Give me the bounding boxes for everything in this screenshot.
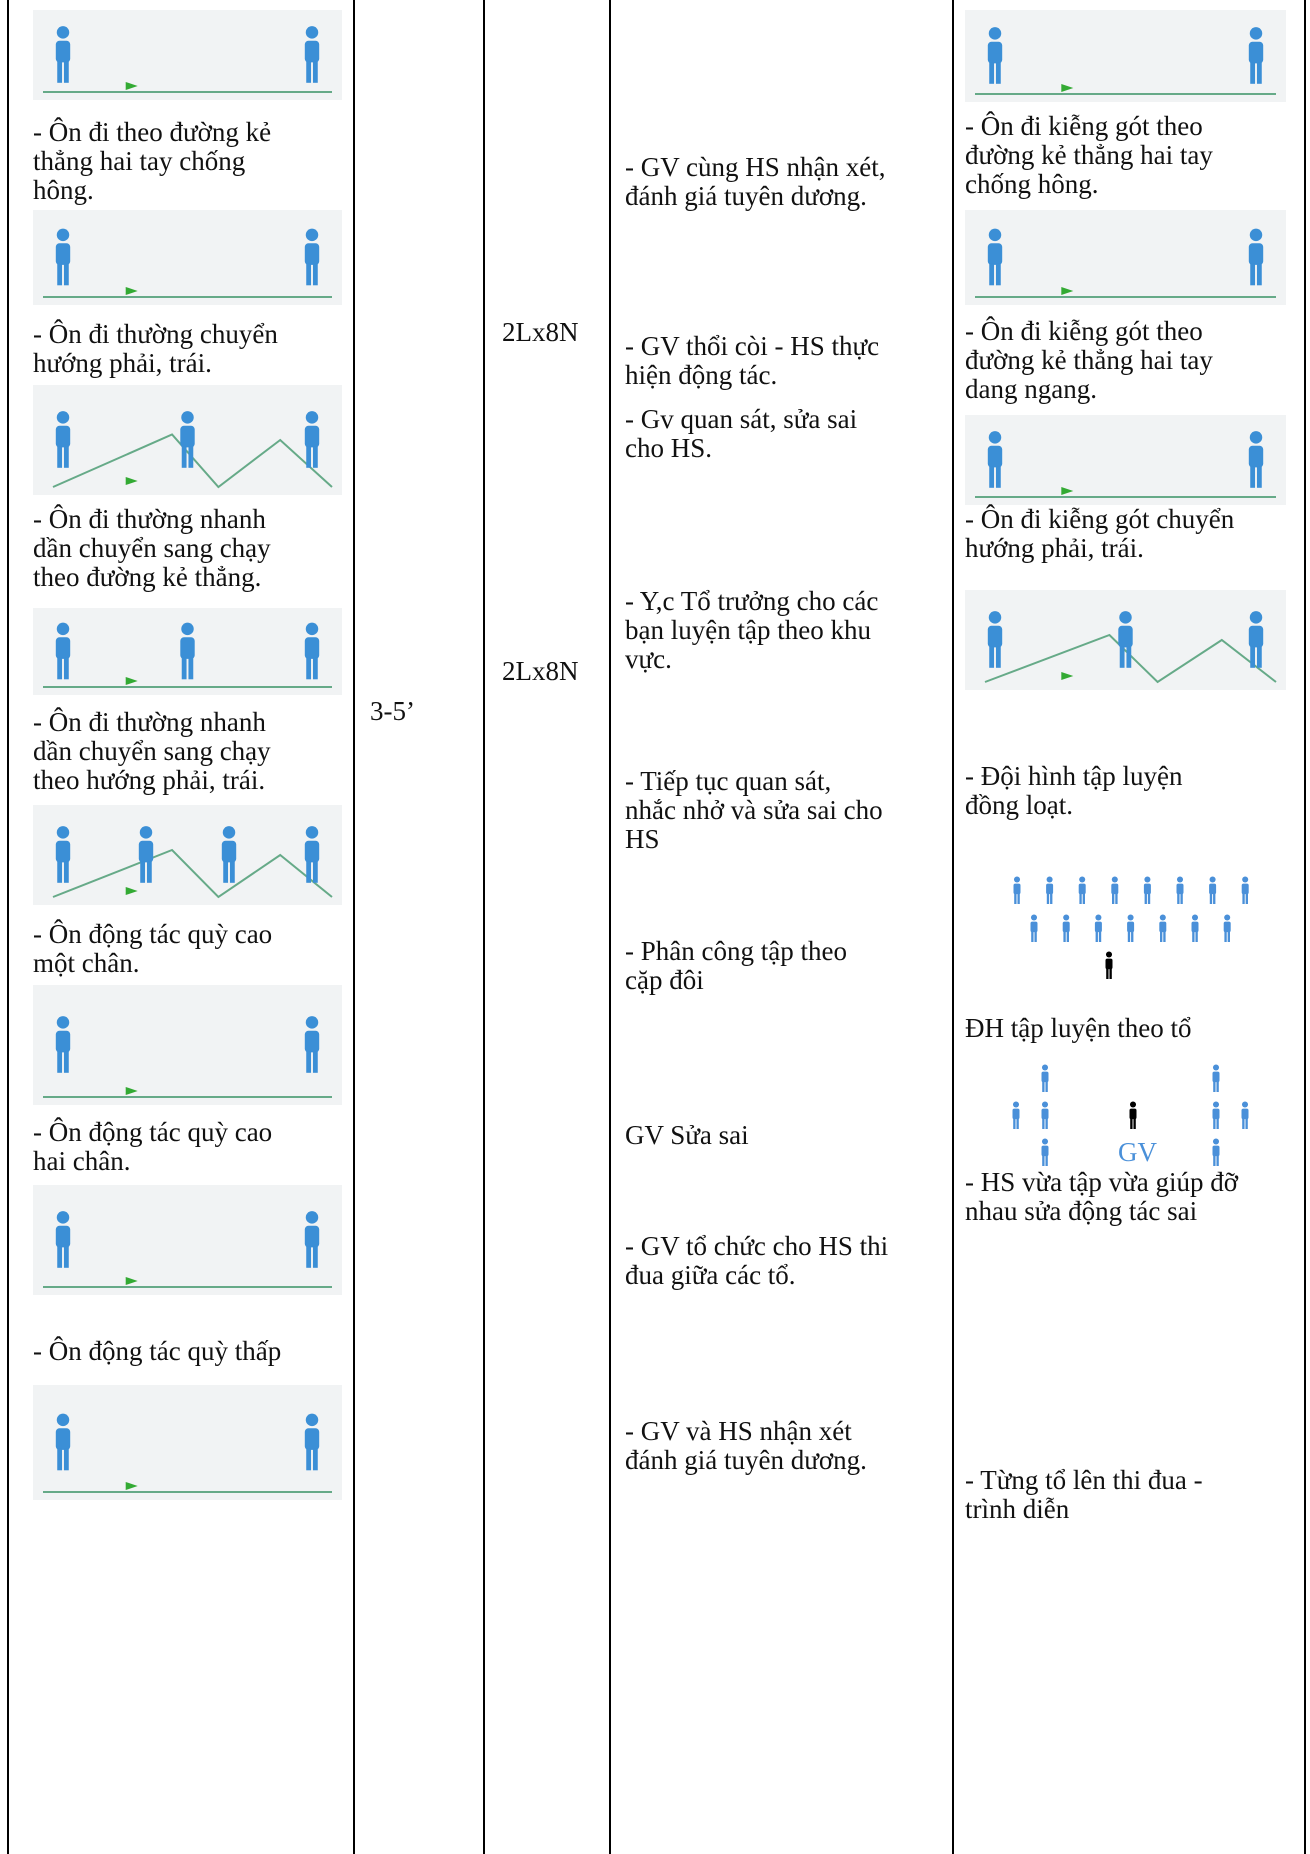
cell-text: - Đội hình tập luyện đồng loạt. [965,761,1183,820]
cell-text: - Ôn động tác quỳ cao hai chân. [33,1117,273,1176]
formation-person [1241,876,1249,904]
illustration [33,210,342,305]
formation-person [1030,914,1038,942]
arrow [125,1277,138,1285]
illustration [33,805,342,905]
illustration [965,210,1286,305]
cell-text: - Ôn đi thường chuyển hướng phải, trái. [33,319,278,378]
arrow [1061,672,1074,680]
arrow [125,82,138,90]
formation-person [1013,876,1021,904]
cell-text: - GV cùng HS nhận xét, đánh giá tuyên dư… [625,152,886,211]
cell-text: 3-5’ [370,696,415,726]
illustration [965,10,1286,102]
arrow [125,1482,138,1490]
arrow [125,287,138,295]
formation-person [1041,1064,1049,1092]
arrow [125,477,138,485]
arrow [1061,487,1074,495]
illustration [33,1385,342,1500]
formation-person [1046,876,1054,904]
arrow [125,1087,138,1095]
formation-person [1129,1101,1137,1129]
cell-text: - Ôn đi kiễng gót theo đường kẻ thẳng ha… [965,111,1213,199]
cell-text: GV Sửa sai [625,1120,749,1150]
cell-text: - Y,c Tổ trưởng cho các bạn luyện tập th… [625,586,879,674]
illustration [33,985,342,1105]
illustration [33,1185,342,1295]
ground-line [984,633,1277,684]
cell-text: - HS vừa tập vừa giúp đỡ nhau sửa động t… [965,1167,1239,1226]
formation-person [1143,876,1151,904]
cell-text: - GV và HS nhận xét đánh giá tuyên dương… [625,1416,867,1475]
cell-text: - Ôn đi kiễng gót theo đường kẻ thẳng ha… [965,316,1213,404]
cell-text: - Từng tổ lên thi đua - trình diễn [965,1465,1203,1524]
cell-text: - Ôn đi kiễng gót chuyển hướng phải, trá… [965,504,1235,563]
formation-person [1041,1138,1049,1166]
formation-person [1212,1101,1220,1129]
cell-text: - Ôn đi thường nhanh dần chuyển sang chạ… [33,707,271,795]
cell-text: - Tiếp tục quan sát, nhắc nhở và sửa sai… [625,766,883,854]
formation-person [1094,914,1102,942]
formation-person [1041,1101,1049,1129]
formation-person [1223,914,1231,942]
cell-text: 2Lx8N [502,317,579,347]
formation-person [1212,1138,1220,1166]
cell-text: - Phân công tập theo cặp đôi [625,936,847,995]
formation-person [1241,1101,1249,1129]
formation-person [1105,951,1113,979]
cell-text: - Ôn đi thường nhanh dần chuyển sang chạ… [33,504,271,592]
formation-person [1176,876,1184,904]
ground-line [52,848,333,899]
formation-person [1191,914,1199,942]
cell-text: GV [1118,1137,1157,1167]
cell-text: - Ôn động tác quỳ cao một chân. [33,919,273,978]
formation-person [1159,914,1167,942]
formation-person [1209,876,1217,904]
illustration [965,415,1286,505]
arrow [125,677,138,685]
illustration [33,10,342,100]
cell-text: - Gv quan sát, sửa sai cho HS. [625,404,858,463]
cell-text: - Ôn động tác quỳ thấp [33,1336,282,1366]
arrow [125,887,138,895]
cell-text: 2Lx8N [502,656,579,686]
cell-text: - GV thổi còi - HS thực hiện động tác. [625,331,880,390]
formation-person [1212,1064,1220,1092]
formation-person [1078,876,1086,904]
formation-person [1111,876,1119,904]
arrow [1061,84,1074,92]
cell-text: - Ôn đi theo đường kẻ thẳng hai tay chốn… [33,117,272,205]
cell-text: ĐH tập luyện theo tổ [965,1013,1192,1043]
ground-line [52,433,333,489]
formation-person [1127,914,1135,942]
formation-person [1062,914,1070,942]
formation-person [1012,1101,1020,1129]
cell-text: - GV tổ chức cho HS thi đua giữa các tổ. [625,1231,889,1290]
arrow [1061,287,1074,295]
